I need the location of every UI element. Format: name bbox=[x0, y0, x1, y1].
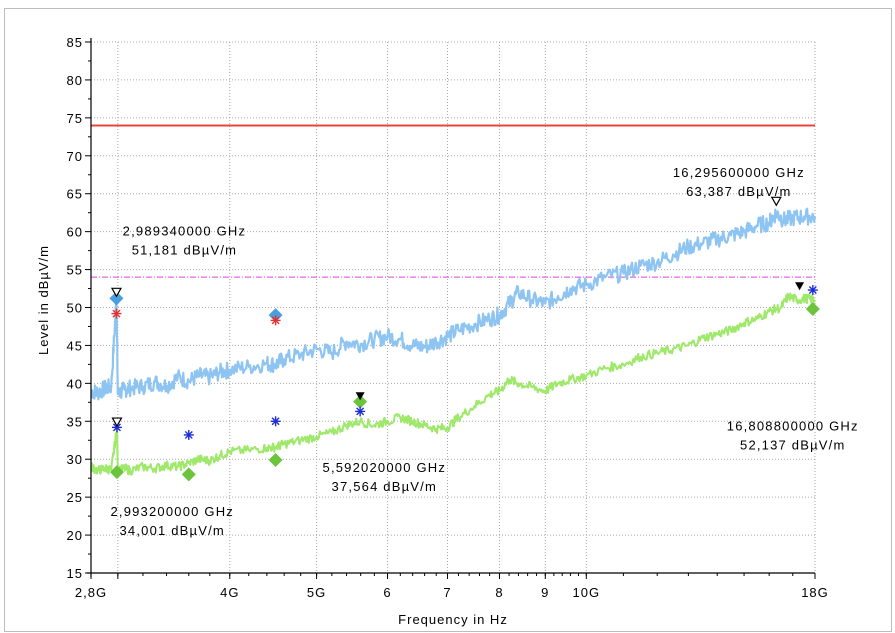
y-tick-label: 30 bbox=[67, 452, 83, 467]
y-tick-label: 45 bbox=[67, 338, 83, 353]
annotation-level: 63,387 dBµV/m bbox=[686, 184, 791, 199]
diamond-marker bbox=[268, 452, 283, 467]
star-marker bbox=[270, 416, 281, 427]
y-tick-label: 50 bbox=[67, 301, 83, 316]
series-line bbox=[90, 292, 816, 477]
y-tick-label: 70 bbox=[67, 149, 83, 164]
peak-triangle-filled-marker bbox=[355, 392, 365, 401]
axes: 15 20 25 30 35 40 45 50 55 60 65 70 75 80 85 2,8G 4G 5G 6 7… bbox=[67, 35, 829, 600]
grid-lines bbox=[90, 41, 816, 574]
x-tick-label: 5G bbox=[307, 585, 326, 600]
peak-triangle-open-marker bbox=[770, 196, 782, 207]
limit-lines bbox=[91, 124, 815, 278]
star-marker bbox=[270, 315, 281, 326]
y-tick-label: 25 bbox=[67, 490, 83, 505]
annotation-level: 51,181 dBµV/m bbox=[132, 242, 237, 257]
peak-triangle-open-marker bbox=[111, 417, 123, 428]
star-marker bbox=[111, 422, 122, 433]
annotation-level: 34,001 dBµV/m bbox=[119, 523, 224, 538]
star-marker bbox=[355, 406, 366, 417]
x-tick-label: 8 bbox=[495, 585, 503, 600]
y-tick-label: 55 bbox=[67, 263, 83, 278]
y-tick-label: 35 bbox=[67, 414, 83, 429]
annotation-frequency: 16,295600000 GHz bbox=[673, 165, 805, 180]
series-lines bbox=[90, 207, 817, 477]
y-tick-label: 65 bbox=[67, 187, 83, 202]
x-axis-title: Frequency in Hz bbox=[398, 612, 508, 627]
y-axis-title: Level in dBµV/m bbox=[36, 245, 51, 355]
x-tick-label: 9 bbox=[541, 585, 549, 600]
diamond-marker bbox=[268, 308, 283, 323]
star-marker bbox=[111, 308, 122, 319]
x-tick-label: 4G bbox=[220, 585, 239, 600]
y-tick-label: 20 bbox=[67, 528, 83, 543]
annotation-frequency: 2,993200000 GHz bbox=[110, 504, 234, 519]
annotations: 2,989340000 GHz 51,181 dBµV/m 2,993200000 … bbox=[110, 165, 859, 538]
annotation-frequency: 16,808800000 GHz bbox=[727, 418, 859, 433]
x-tick-label: 18G bbox=[801, 585, 829, 600]
y-tick-label: 15 bbox=[67, 566, 83, 581]
star-marker bbox=[183, 429, 194, 440]
y-tick-label: 85 bbox=[67, 35, 83, 50]
markers bbox=[109, 196, 820, 482]
y-tick-label: 40 bbox=[67, 376, 83, 391]
annotation-frequency: 5,592020000 GHz bbox=[323, 460, 447, 475]
y-tick-label: 80 bbox=[67, 73, 83, 88]
diamond-marker bbox=[109, 465, 124, 480]
chart-frame bbox=[4, 8, 892, 632]
peak-triangle-open-marker bbox=[110, 287, 122, 298]
diamond-marker bbox=[805, 302, 820, 317]
y-tick-label: 75 bbox=[67, 111, 83, 126]
annotation-frequency: 2,989340000 GHz bbox=[123, 223, 247, 238]
diamond-marker bbox=[109, 291, 124, 306]
x-tick-label: 10G bbox=[573, 585, 601, 600]
x-tick-label: 7 bbox=[443, 585, 451, 600]
diamond-marker bbox=[353, 394, 368, 409]
diamond-marker bbox=[181, 467, 196, 482]
y-tick-label: 60 bbox=[67, 225, 83, 240]
x-tick-label: 2,8G bbox=[75, 585, 107, 600]
x-tick-label: 6 bbox=[383, 585, 391, 600]
annotation-level: 52,137 dBµV/m bbox=[740, 437, 845, 452]
peak-triangle-filled-marker bbox=[795, 282, 805, 291]
annotation-level: 37,564 dBµV/m bbox=[332, 479, 437, 494]
star-marker bbox=[807, 285, 818, 296]
series-line bbox=[90, 207, 817, 401]
